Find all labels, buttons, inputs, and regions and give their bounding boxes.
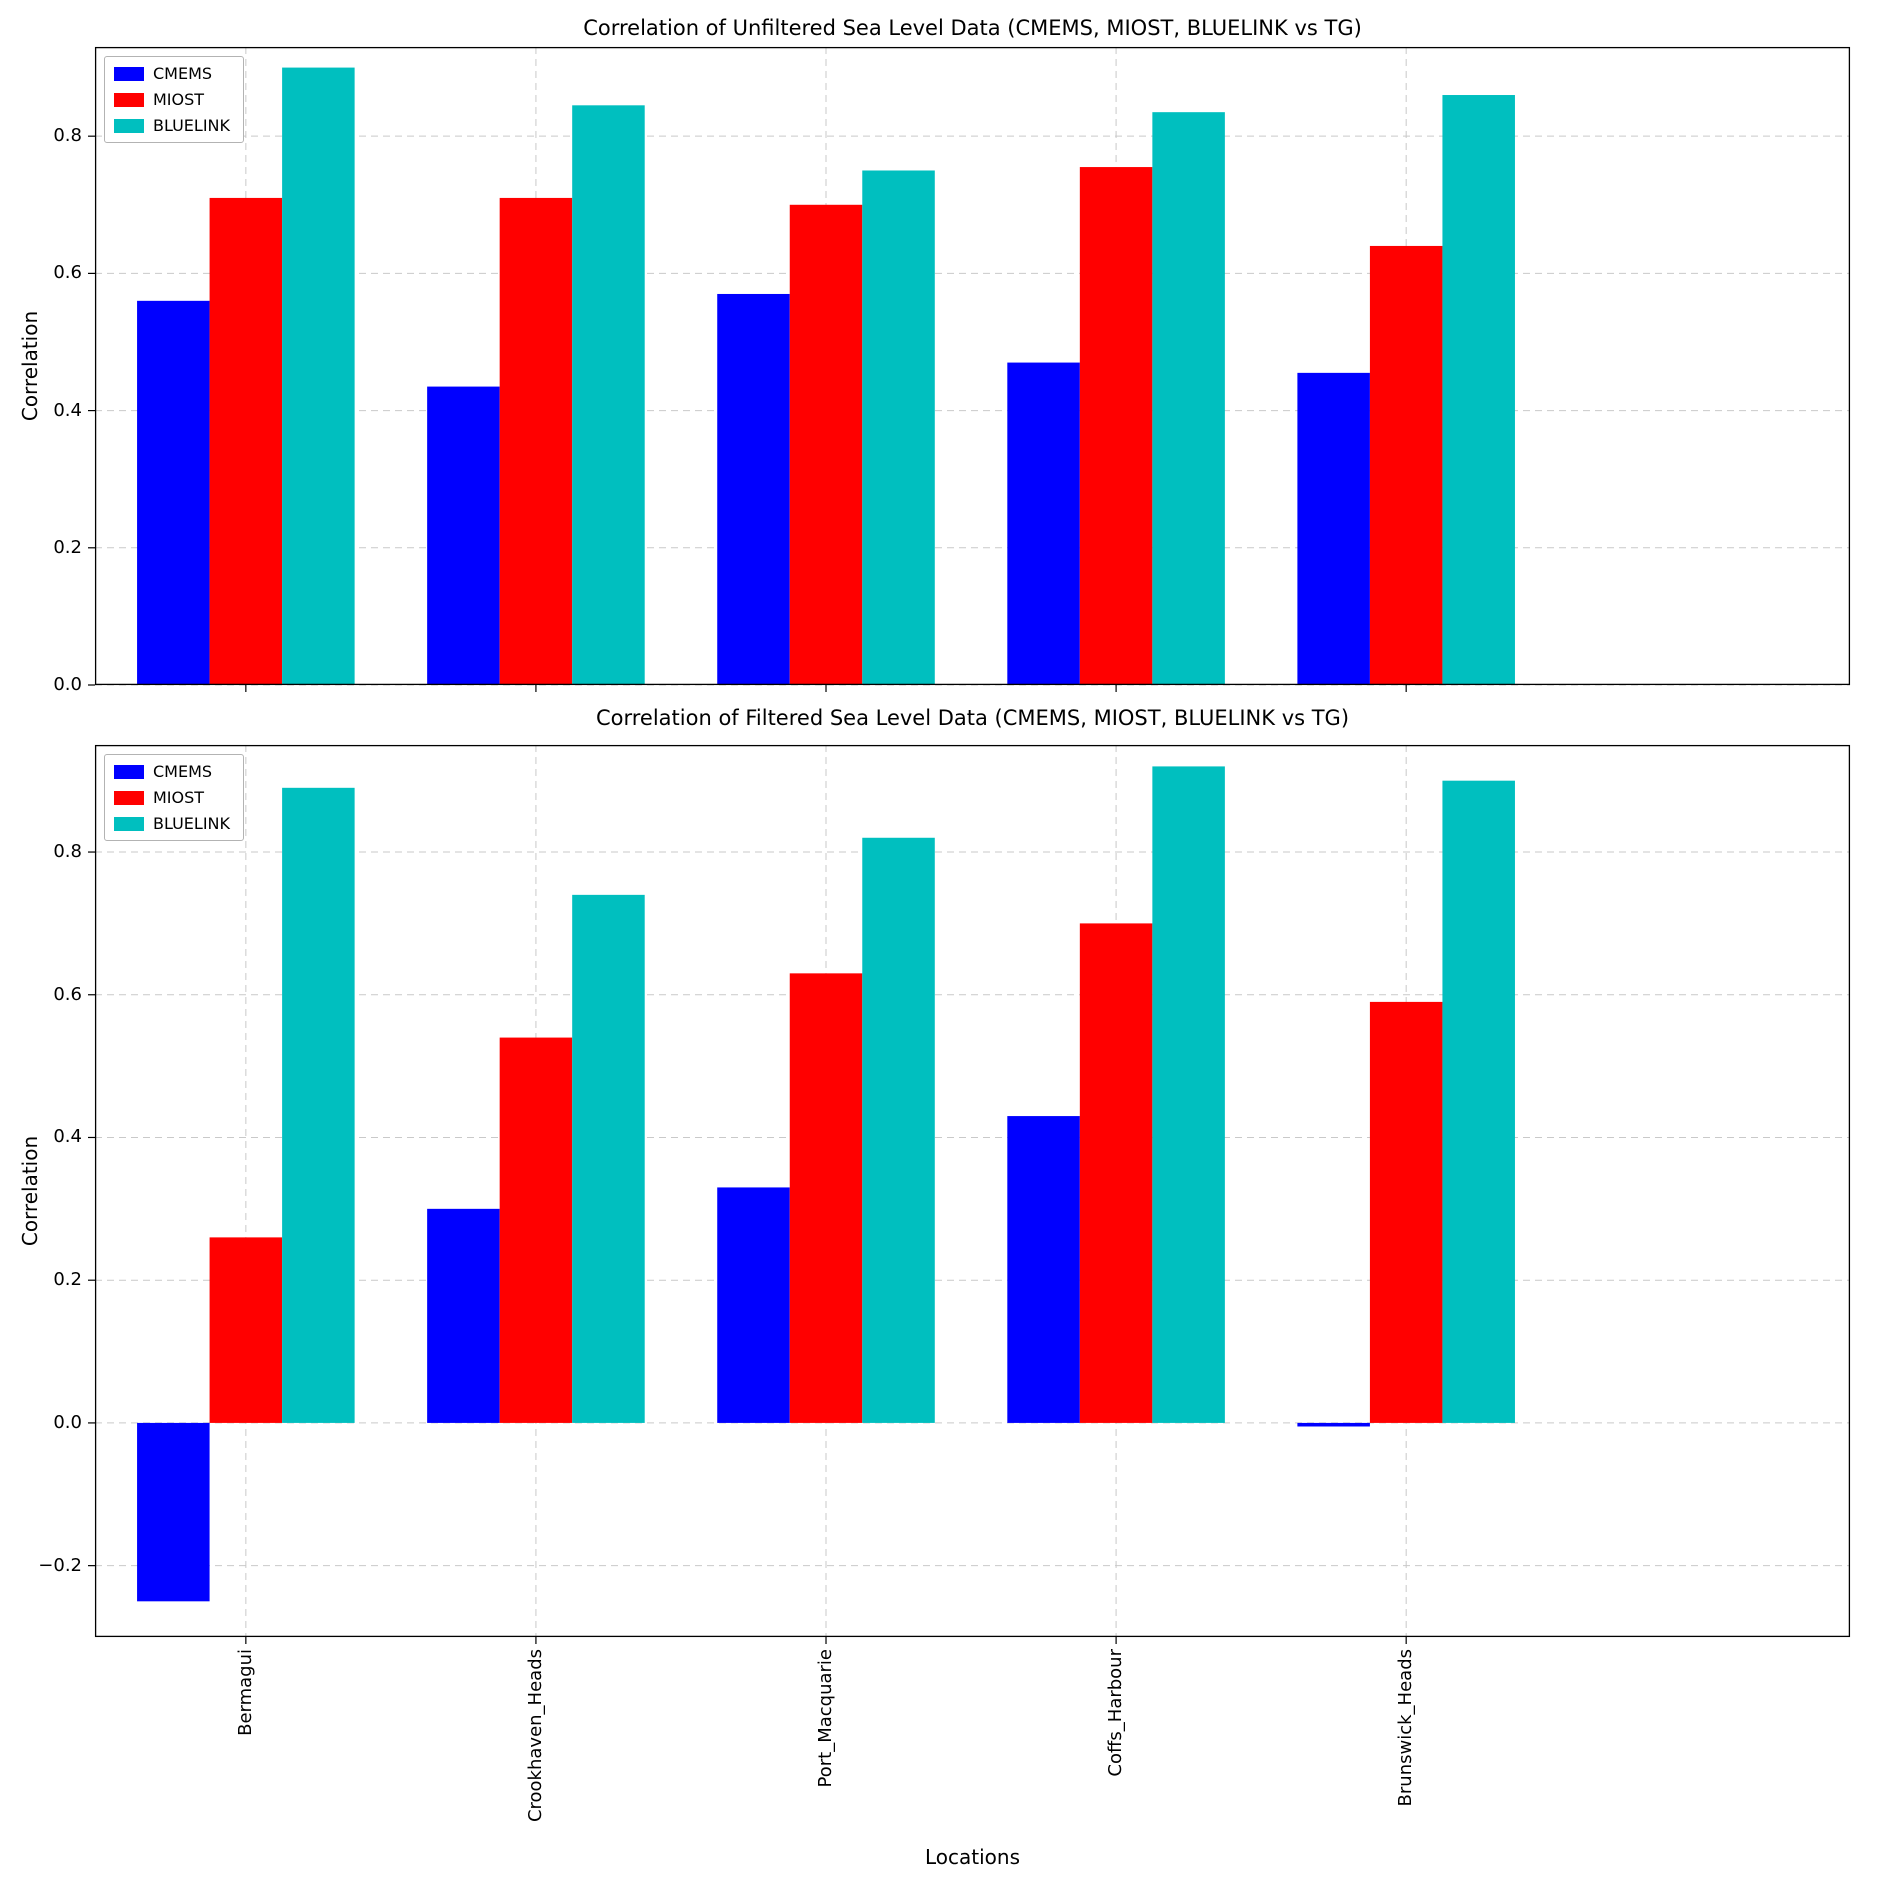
y-tick-label: 0.8	[53, 125, 82, 147]
legend-swatch-icon	[114, 764, 144, 779]
bar-cmems-bermagui	[137, 1422, 210, 1602]
y-tick-label: 0.4	[53, 399, 82, 421]
legend-swatch-icon	[114, 92, 144, 107]
y-axis-label-filtered: Correlation	[18, 1135, 42, 1247]
legend-swatch-icon	[114, 790, 144, 805]
y-tick-label: 0.0	[53, 674, 82, 695]
legend-label: CMEMS	[153, 762, 213, 781]
x-tick-label-coffs_harbour: Coffs_Harbour	[1105, 1649, 1127, 1777]
axes-spines	[94, 46, 1851, 686]
legend-label: BLUELINK	[153, 814, 231, 833]
bar-miost-crookhaven_heads	[499, 197, 573, 685]
bar-cmems-coffs_harbour	[1007, 1116, 1080, 1423]
bar-miost-port_macquarie	[789, 973, 863, 1423]
legend-item-bluelink: BLUELINK	[114, 814, 230, 833]
bar-bluelink-brunswick_heads	[1442, 780, 1515, 1423]
legend-swatch-icon	[114, 118, 144, 133]
bar-cmems-port_macquarie	[717, 1187, 790, 1423]
x-tick-label-bermagui: Bermagui	[234, 1649, 256, 1736]
legend-item-miost: MIOST	[114, 788, 230, 807]
bar-cmems-crookhaven_heads	[427, 386, 500, 685]
chart-title-filtered: Correlation of Filtered Sea Level Data (…	[595, 706, 1350, 730]
bar-bluelink-crookhaven_heads	[572, 894, 645, 1423]
bar-bluelink-bermagui	[282, 787, 355, 1423]
bar-miost-coffs_harbour	[1079, 923, 1153, 1423]
bar-cmems-crookhaven_heads	[427, 1208, 500, 1423]
y-tick-label: 0.8	[53, 841, 82, 863]
bar-miost-crookhaven_heads	[499, 1037, 573, 1423]
legend-swatch-icon	[114, 816, 144, 831]
bar-bluelink-coffs_harbour	[1152, 766, 1225, 1423]
y-tick-label: 0.2	[53, 1269, 82, 1291]
x-tick-label-port_macquarie: Port_Macquarie	[815, 1649, 836, 1788]
bar-bluelink-coffs_harbour	[1152, 112, 1225, 685]
bar-miost-bermagui	[209, 197, 283, 685]
plot-area-unfiltered	[88, 46, 1851, 692]
legend-swatch-icon	[114, 66, 144, 81]
y-tick-label: 0.0	[53, 1411, 82, 1433]
bar-miost-coffs_harbour	[1079, 167, 1153, 685]
bar-miost-bermagui	[209, 1237, 283, 1423]
legend-filtered: CMEMS MIOST BLUELINK	[104, 754, 245, 841]
bar-bluelink-port_macquarie	[862, 837, 935, 1423]
bar-miost-brunswick_heads	[1369, 1001, 1443, 1423]
bar-bluelink-crookhaven_heads	[572, 105, 645, 685]
y-tick-label: 0.6	[53, 262, 82, 284]
bar-bluelink-bermagui	[282, 67, 355, 686]
bar-bluelink-brunswick_heads	[1442, 95, 1515, 686]
bar-miost-port_macquarie	[789, 204, 863, 685]
bar-bluelink-port_macquarie	[862, 170, 935, 685]
legend-item-cmems: CMEMS	[114, 762, 230, 781]
legend-label: BLUELINK	[153, 116, 231, 135]
bar-miost-brunswick_heads	[1369, 245, 1443, 686]
chart-title-unfiltered: Correlation of Unfiltered Sea Level Data…	[583, 16, 1362, 40]
axes-spines	[94, 744, 1851, 1638]
legend-label: CMEMS	[153, 64, 213, 83]
bar-cmems-bermagui	[137, 300, 210, 685]
x-tick-label-brunswick_heads: Brunswick_Heads	[1395, 1649, 1417, 1807]
legend-item-bluelink: BLUELINK	[114, 116, 230, 135]
legend-label: MIOST	[153, 788, 205, 807]
bar-cmems-brunswick_heads	[1297, 372, 1370, 685]
x-tick-label-crookhaven_heads: Crookhaven_Heads	[524, 1649, 546, 1823]
x-axis-label: Locations	[924, 1845, 1020, 1869]
legend-unfiltered: CMEMS MIOST BLUELINK	[104, 56, 245, 143]
legend-label: MIOST	[153, 90, 205, 109]
y-tick-label: 0.2	[53, 536, 82, 558]
legend-item-cmems: CMEMS	[114, 64, 230, 83]
y-tick-label: 0.6	[53, 983, 82, 1005]
bar-cmems-coffs_harbour	[1007, 362, 1080, 685]
bar-cmems-brunswick_heads	[1297, 1422, 1370, 1427]
plot-area-filtered	[88, 744, 1851, 1644]
y-tick-label: 0.4	[53, 1126, 82, 1148]
y-tick-label: −0.2	[38, 1554, 82, 1576]
bar-cmems-port_macquarie	[717, 293, 790, 685]
legend-item-miost: MIOST	[114, 90, 230, 109]
